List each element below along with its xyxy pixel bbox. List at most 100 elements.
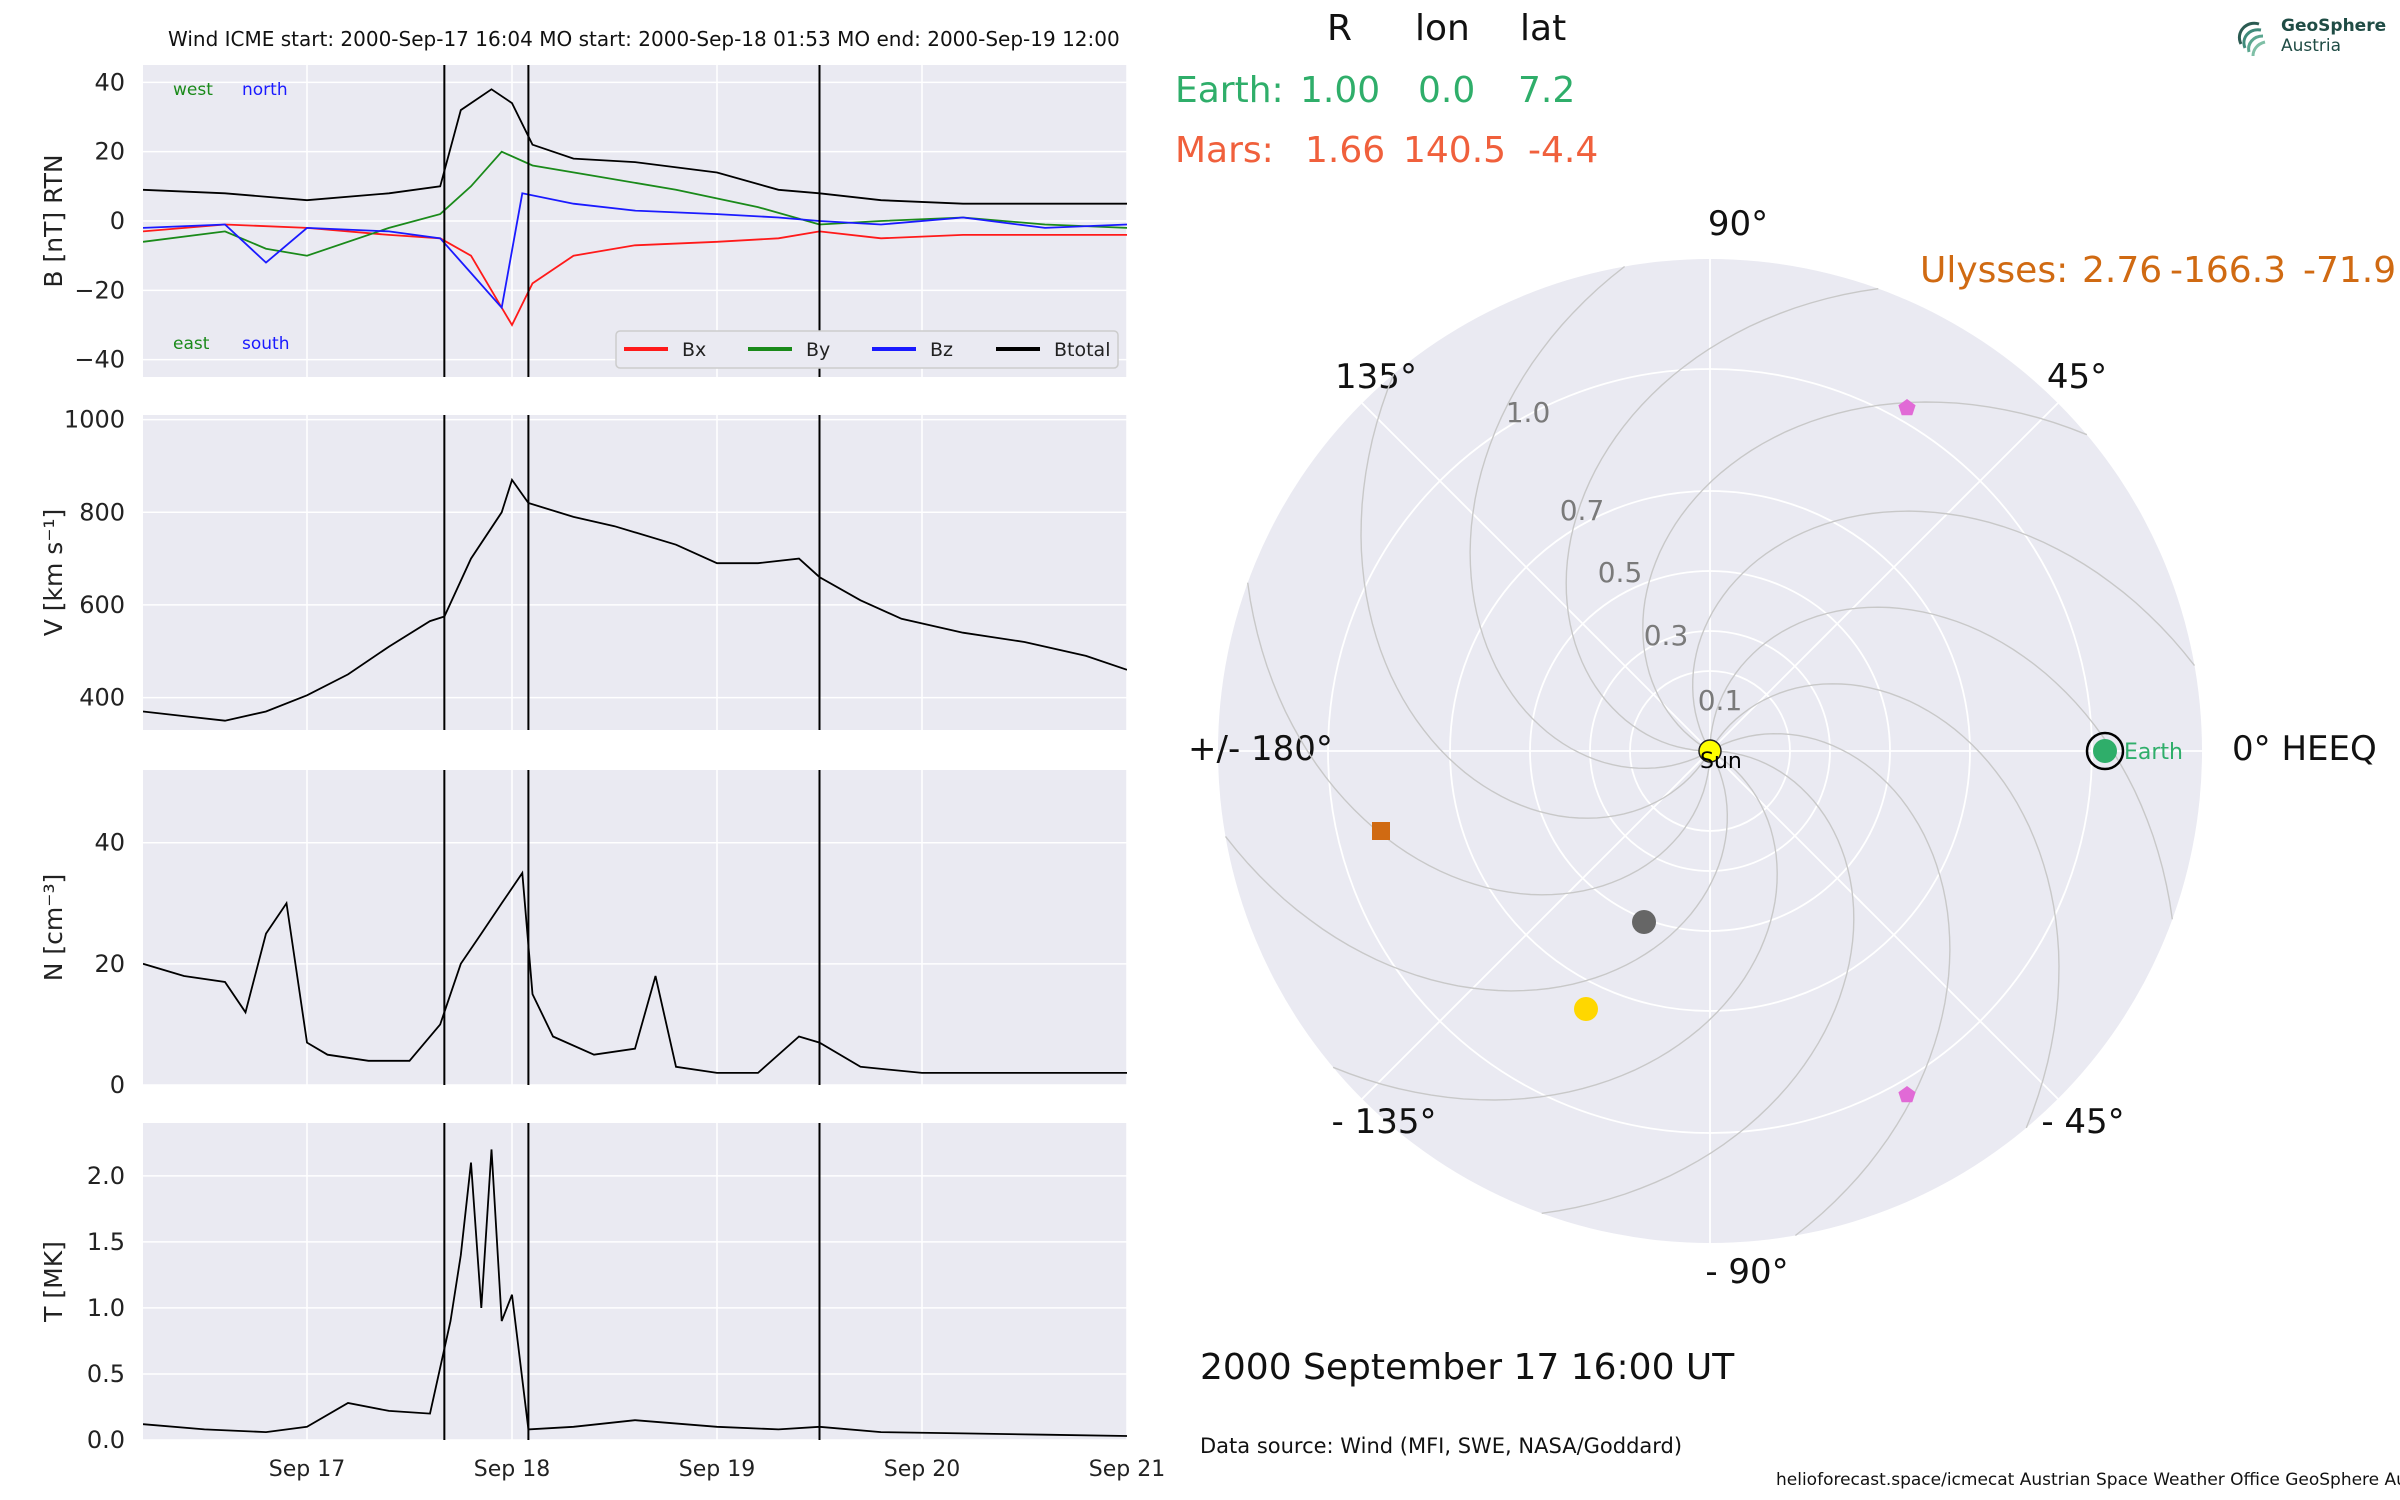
earth-lon: 0.0 <box>1418 70 1476 111</box>
spiral-line <box>1709 683 2060 1129</box>
panel-background <box>143 1123 1127 1440</box>
angular-gridline <box>1361 402 1711 752</box>
logo-name-2: Austria <box>2281 36 2342 56</box>
panel-3: 40 20 0 N [cm⁻³] <box>39 770 1128 1099</box>
mars-label: Mars: <box>1175 130 1274 171</box>
angular-gridline <box>1361 750 1711 1100</box>
y-tick-label: 0.0 <box>87 1426 125 1454</box>
ulysses-lon: -166.3 <box>2170 250 2287 291</box>
spiral-line <box>1642 401 2088 752</box>
radial-label: 0.3 <box>1644 619 1689 652</box>
y-axis-label: N [cm⁻³] <box>39 874 68 981</box>
y-tick-label: 400 <box>79 684 125 712</box>
series-t <box>143 1149 1127 1437</box>
date-label: 2000 September 17 16:00 UT <box>1200 1347 1735 1388</box>
gray-body-marker <box>1632 910 1656 934</box>
angle-label-am90: - 90° <box>1705 1252 1788 1292</box>
mars-R: 1.66 <box>1305 130 1386 171</box>
ulysses-lat: -71.9 <box>2303 250 2397 291</box>
col-lon: lon <box>1415 8 1470 49</box>
angle-label-am45: - 45° <box>2041 1102 2124 1142</box>
ulysses-R: 2.76 <box>2082 250 2163 291</box>
mars-lat: -4.4 <box>1528 130 1599 171</box>
earth-marker <box>2093 739 2117 763</box>
ulysses-marker <box>1372 822 1390 840</box>
series-by <box>143 150 1127 257</box>
x-tick-label: Sep 17 <box>269 1457 345 1482</box>
col-R: R <box>1327 8 1353 49</box>
legend-box <box>615 330 1119 369</box>
panel-1: 40 20 0 −20 −40 B [nT] RTN west north east south B… <box>39 65 1128 377</box>
angle-label-a90: 90° <box>1708 204 1768 244</box>
legend-label: Bz <box>930 339 953 361</box>
x-tick-label: Sep 18 <box>474 1457 550 1482</box>
y-axis-label: V [km s⁻¹] <box>39 509 68 637</box>
series-n <box>143 870 1127 1074</box>
angle-label-a135: 135° <box>1335 357 1417 397</box>
annotation-east: east <box>173 334 210 354</box>
parker-spirals <box>1224 265 2196 1237</box>
y-tick-label: 40 <box>94 68 125 96</box>
mars-lon: 140.5 <box>1403 130 1507 171</box>
annotation-north: north <box>242 80 288 100</box>
spiral-line <box>1469 265 1711 770</box>
earth-label: Earth <box>2124 740 2183 765</box>
logo-name-1: GeoSphere <box>2281 16 2387 36</box>
angular-gridline <box>1709 750 2059 1100</box>
series-btotal <box>143 88 1127 205</box>
series-bx <box>143 223 1127 327</box>
y-axis-label: T [MK] <box>39 1241 68 1323</box>
y-tick-label: 800 <box>79 498 125 526</box>
timeseries-plots: 40 20 0 −20 −40 B [nT] RTN west north east south B… <box>39 65 1165 1482</box>
angle-label-a180: +/- 180° <box>1188 729 1333 769</box>
spiral-line <box>1360 373 1711 819</box>
legend-label: By <box>806 339 830 361</box>
panel-2: 1000 800 600 400 V [km s⁻¹] <box>39 406 1128 730</box>
spiral-line <box>1541 750 1855 1214</box>
y-tick-label: −40 <box>74 346 125 374</box>
sun-marker <box>1698 739 1722 763</box>
legend-label: Bx <box>682 339 706 361</box>
pink-body-bottom-marker <box>1898 1086 1916 1103</box>
data-source: Data source: Wind (MFI, SWE, NASA/Goddar… <box>1200 1434 1683 1458</box>
y-tick-label: 20 <box>94 138 125 166</box>
ulysses-label: Ulysses: <box>1920 250 2069 291</box>
panel-4: 2.0 1.5 1.0 0.5 0.0 T [MK] Sep 17 Sep 18 Sep 19 S… <box>39 1123 1165 1482</box>
series-v <box>143 477 1127 722</box>
angular-gridline <box>1709 402 2059 752</box>
radial-label: 1.0 <box>1506 396 1551 429</box>
y-tick-label: 0 <box>110 207 125 235</box>
y-tick-label: −20 <box>74 276 125 304</box>
col-lat: lat <box>1520 8 1567 49</box>
earth-R: 1.00 <box>1300 70 1381 111</box>
angle-label-a0: 0° HEEQ <box>2232 729 2377 769</box>
y-tick-label: 0.5 <box>87 1360 125 1388</box>
bodies: Sun Earth <box>1372 399 2183 1103</box>
spiral-line <box>1565 288 1879 752</box>
x-tick-label: Sep 20 <box>884 1457 960 1482</box>
y-tick-label: 2.0 <box>87 1162 125 1190</box>
spiral-line <box>1709 732 1951 1237</box>
y-axis-label: B [nT] RTN <box>39 154 68 287</box>
y-tick-label: 1.5 <box>87 1228 125 1256</box>
earth-marker-ring <box>2085 731 2125 771</box>
radial-label: 0.5 <box>1598 556 1643 589</box>
y-tick-label: 600 <box>79 591 125 619</box>
angle-label-a45: 45° <box>2047 357 2107 397</box>
earth-label: Earth: <box>1175 70 1284 111</box>
x-tick-label: Sep 21 <box>1089 1457 1165 1482</box>
y-tick-label: 40 <box>94 829 125 857</box>
spiral-line <box>1691 510 2196 752</box>
series-bz <box>143 192 1127 310</box>
sun-label: Sun <box>1700 749 1742 774</box>
y-tick-label: 20 <box>94 950 125 978</box>
spiral-line <box>1247 582 1711 896</box>
angle-label-am135: - 135° <box>1332 1102 1437 1142</box>
pink-body-top-marker <box>1898 399 1916 416</box>
y-tick-label: 0 <box>110 1071 125 1099</box>
yellow-body-marker <box>1574 997 1598 1021</box>
spiral-line <box>1224 750 1729 992</box>
